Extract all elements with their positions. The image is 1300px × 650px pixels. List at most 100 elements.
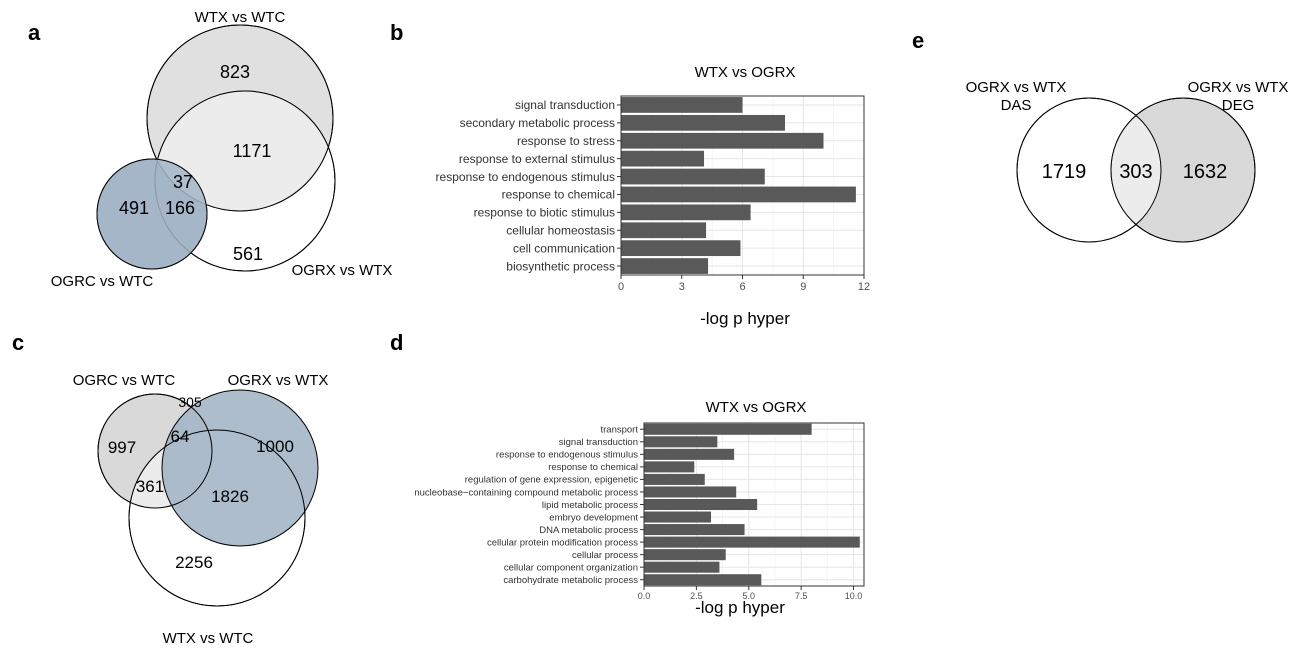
panel-b-chart: b WTX vs OGRX signal transduction seconda… (390, 20, 870, 328)
panel-a-venn: a WTX vs WTC OGRC vs WTC OGRX vs WTX 823… (28, 9, 392, 290)
bar (644, 536, 860, 548)
x-tick-label: 2.5 (690, 591, 703, 601)
bar (621, 204, 751, 221)
panel-e-venn: e OGRX vs WTX DAS OGRX vs WTX DEG 1719 3… (912, 28, 1289, 243)
category-label: response to endogenous stimulus (496, 450, 638, 461)
bar (644, 524, 745, 536)
bar (644, 448, 735, 460)
venn-c-label-ogrx-wtx: OGRX vs WTX (228, 372, 329, 389)
x-tick-label: 7.5 (795, 591, 808, 601)
bar (644, 486, 737, 498)
x-tick-label: 3 (679, 281, 685, 293)
panel-b-letter: b (390, 20, 403, 45)
category-label: response to endogenous stimulus (436, 170, 615, 184)
bar (621, 150, 705, 167)
bar (644, 549, 726, 561)
panel-a-letter: a (28, 20, 41, 45)
bar (621, 258, 709, 274)
panel-c-letter: c (12, 330, 24, 355)
category-label: cellular component organization (504, 563, 638, 574)
venn-a-overlap-region (155, 91, 333, 211)
category-label: secondary metabolic process (460, 116, 615, 130)
bar (621, 114, 786, 131)
x-tick-label: 12 (858, 281, 870, 293)
bar (644, 461, 695, 473)
category-label: carbohydrate metabolic process (503, 575, 638, 586)
category-label: signal transduction (559, 437, 638, 448)
chart-d-title: WTX vs OGRX (706, 399, 807, 416)
panel-d-letter: d (390, 330, 403, 355)
venn-e-overlap (1111, 98, 1161, 242)
category-label: cellular process (572, 550, 638, 561)
venn-e-count-deg-only: 1632 (1183, 161, 1228, 183)
venn-e-label-deg-line1: OGRX vs WTX (1188, 79, 1289, 96)
venn-c-count-wtx-only: 2256 (175, 553, 213, 572)
x-tick-label: 5.0 (743, 591, 756, 601)
x-tick-label: 10.0 (845, 591, 863, 601)
x-tick-label: 6 (739, 281, 745, 293)
category-label: embryo development (549, 512, 638, 523)
venn-a-label-ogrc-wtc: OGRC vs WTC (51, 273, 154, 290)
venn-c-label-ogrc-wtc: OGRC vs WTC (73, 372, 176, 389)
bar (621, 240, 741, 257)
category-label: cellular protein modification process (487, 537, 638, 548)
category-label: cell communication (513, 241, 615, 255)
venn-c-count-ogrc-wtx: 361 (136, 477, 164, 496)
venn-c-count-all-three: 64 (171, 427, 190, 446)
panel-c-venn: c OGRC vs WTC OGRX vs WTX WTX vs WTC 997… (12, 330, 328, 647)
category-label: response to chemical (548, 462, 638, 473)
venn-a-count-all-three: 37 (173, 172, 193, 192)
chart-b-title: WTX vs OGRX (695, 64, 796, 81)
x-tick-label: 0.0 (638, 591, 651, 601)
category-label: regulation of gene expression, epigeneti… (465, 475, 638, 486)
category-label: nucleobase−containing compound metabolic… (414, 487, 638, 498)
venn-c-circle-ogrx-wtx (161, 389, 319, 547)
category-label: response to stress (517, 134, 615, 148)
category-label: response to biotic stimulus (474, 206, 615, 220)
bar (621, 132, 824, 149)
x-tick-label: 9 (800, 281, 806, 293)
venn-e-label-deg-line2: DEG (1222, 97, 1255, 114)
category-label: biosynthetic process (506, 259, 615, 273)
venn-c-count-ogrx-wtx: 1826 (211, 487, 249, 506)
category-label: cellular homeostasis (506, 223, 615, 237)
bar (644, 436, 718, 448)
category-label: response to external stimulus (459, 152, 615, 166)
x-tick-label: 0 (618, 281, 624, 293)
panel-e-letter: e (912, 28, 924, 53)
category-label: DNA metabolic process (539, 525, 638, 536)
venn-e-count-overlap: 303 (1119, 161, 1152, 183)
category-label: transport (601, 425, 639, 436)
venn-a-count-ogrx-only: 561 (233, 244, 263, 264)
bar (644, 511, 712, 523)
venn-c-label-wtx-wtc: WTX vs WTC (163, 630, 254, 647)
venn-e-count-das-only: 1719 (1042, 161, 1087, 183)
venn-a-count-wtx-only: 823 (220, 62, 250, 82)
venn-a-count-wtx-ogrx: 1171 (233, 141, 272, 161)
category-label: signal transduction (515, 98, 615, 112)
bar (644, 574, 762, 586)
category-label: response to chemical (502, 188, 615, 202)
chart-d-xlabel: -log p hyper (695, 598, 785, 617)
venn-a-label-ogrx-wtx: OGRX vs WTX (292, 262, 393, 279)
bar (644, 498, 758, 511)
venn-e-label-das-line1: OGRX vs WTX (966, 79, 1067, 96)
venn-c-count-ogrc-ogrx: 305 (178, 394, 202, 410)
venn-c-count-ogrc-only: 997 (108, 438, 136, 457)
venn-c-count-ogrx-only: 1000 (256, 437, 294, 456)
venn-a-count-ogrc-ogrx: 166 (165, 198, 195, 218)
bar (644, 473, 705, 485)
bar (644, 423, 812, 435)
category-label: lipid metabolic process (542, 500, 638, 511)
plot-border (643, 422, 865, 587)
venn-e-label-das-line2: DAS (1001, 97, 1032, 114)
chart-b-plot: signal transduction secondary metabolic p… (436, 95, 870, 293)
bar (621, 97, 743, 113)
bar (621, 222, 707, 239)
venn-a-count-ogrc-only: 491 (119, 198, 149, 218)
bar (644, 561, 720, 573)
bar (621, 186, 856, 203)
